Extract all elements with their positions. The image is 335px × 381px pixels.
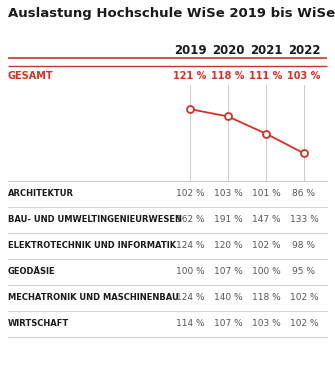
Text: 2020: 2020: [212, 45, 244, 58]
Text: 102 %: 102 %: [176, 189, 204, 199]
Text: 2019: 2019: [174, 45, 206, 58]
Text: 133 %: 133 %: [290, 216, 318, 224]
Text: 103 %: 103 %: [287, 71, 321, 81]
Text: 107 %: 107 %: [214, 267, 243, 277]
Text: 100 %: 100 %: [252, 267, 280, 277]
Text: ARCHITEKTUR: ARCHITEKTUR: [8, 189, 74, 199]
Text: 2021: 2021: [250, 45, 282, 58]
Text: 147 %: 147 %: [252, 216, 280, 224]
Text: 118 %: 118 %: [211, 71, 245, 81]
Text: 120 %: 120 %: [214, 242, 242, 250]
Text: 100 %: 100 %: [176, 267, 204, 277]
Text: GESAMT: GESAMT: [8, 71, 54, 81]
Text: ELEKTROTECHNIK UND INFORMATIK: ELEKTROTECHNIK UND INFORMATIK: [8, 242, 176, 250]
Text: 124 %: 124 %: [176, 293, 204, 303]
Text: Auslastung Hochschule WiSe 2019 bis WiSe 2022: Auslastung Hochschule WiSe 2019 bis WiSe…: [8, 7, 335, 20]
Text: 162 %: 162 %: [176, 216, 204, 224]
Text: 101 %: 101 %: [252, 189, 280, 199]
Text: 98 %: 98 %: [292, 242, 316, 250]
Text: 124 %: 124 %: [176, 242, 204, 250]
Text: MECHATRONIK UND MASCHINENBAU: MECHATRONIK UND MASCHINENBAU: [8, 293, 179, 303]
Text: 86 %: 86 %: [292, 189, 316, 199]
Text: 102 %: 102 %: [252, 242, 280, 250]
Text: BAU- UND UMWELTINGENIEURWESEN: BAU- UND UMWELTINGENIEURWESEN: [8, 216, 182, 224]
Text: 111 %: 111 %: [249, 71, 283, 81]
Text: 102 %: 102 %: [290, 320, 318, 328]
Text: WIRTSCHAFT: WIRTSCHAFT: [8, 320, 69, 328]
Text: 121 %: 121 %: [173, 71, 207, 81]
Text: GEODÄSIE: GEODÄSIE: [8, 267, 56, 277]
Text: 191 %: 191 %: [214, 216, 243, 224]
Text: 114 %: 114 %: [176, 320, 204, 328]
Text: 95 %: 95 %: [292, 267, 316, 277]
Text: 107 %: 107 %: [214, 320, 243, 328]
Text: 2022: 2022: [288, 45, 320, 58]
Text: 118 %: 118 %: [252, 293, 280, 303]
Text: 103 %: 103 %: [214, 189, 243, 199]
Text: 140 %: 140 %: [214, 293, 242, 303]
Text: 103 %: 103 %: [252, 320, 280, 328]
Text: 102 %: 102 %: [290, 293, 318, 303]
